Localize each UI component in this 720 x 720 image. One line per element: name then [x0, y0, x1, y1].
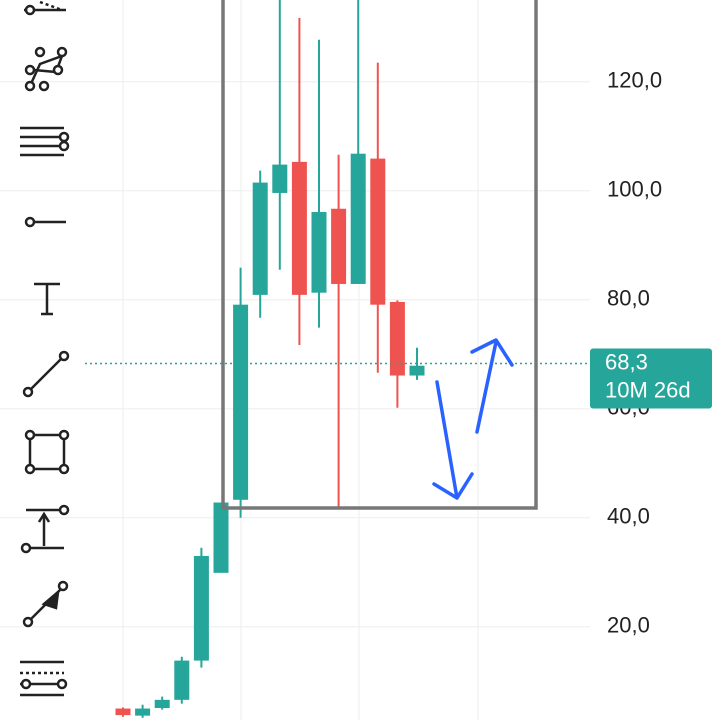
y-tick-label: 80,0 — [607, 286, 650, 311]
candle-body — [409, 365, 425, 376]
y-tick-label: 40,0 — [607, 504, 650, 529]
tool-horizontal[interactable] — [24, 216, 66, 228]
grid — [0, 0, 590, 720]
candle-body — [154, 699, 170, 709]
countdown-label: 10M 26d — [605, 377, 691, 402]
candle-body — [389, 301, 405, 376]
plot — [85, 0, 590, 718]
tool-fib[interactable] — [24, 0, 66, 16]
candle-body — [350, 153, 366, 284]
tool-pattern[interactable] — [24, 46, 68, 92]
candle-body — [115, 708, 131, 716]
tool-trend[interactable] — [22, 350, 70, 398]
rectangle-drawing[interactable] — [221, 0, 538, 510]
candle-body — [252, 182, 268, 295]
candle-body — [233, 304, 249, 500]
arrow-drawing[interactable] — [432, 338, 514, 500]
candle-body — [331, 208, 347, 284]
tool-lines[interactable] — [20, 126, 70, 157]
candle-body — [291, 161, 307, 295]
toolbar — [20, 0, 70, 697]
tool-measure[interactable] — [20, 504, 70, 554]
tool-fib2[interactable] — [20, 660, 68, 697]
candle-body — [272, 164, 288, 193]
y-tick-label: 20,0 — [607, 613, 650, 638]
last-price-label: 68,3 — [605, 349, 648, 374]
candle-body — [213, 502, 229, 573]
tool-text[interactable] — [34, 282, 60, 316]
candle-body — [135, 708, 151, 716]
candle-body — [193, 555, 209, 661]
price-badge — [590, 348, 712, 409]
tool-arrow[interactable] — [22, 580, 69, 628]
y-tick-label: 120,0 — [607, 68, 662, 93]
candle-body — [311, 212, 327, 293]
tool-rect[interactable] — [24, 429, 70, 475]
y-tick-label: 100,0 — [607, 177, 662, 202]
candle-body — [370, 158, 386, 305]
candle-body — [174, 660, 190, 700]
